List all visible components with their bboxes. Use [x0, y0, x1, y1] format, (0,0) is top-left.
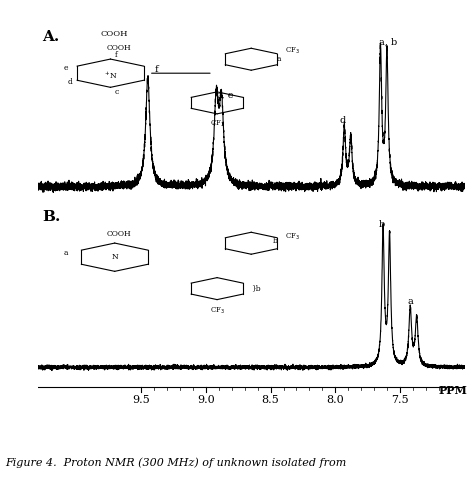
Text: CF$_3$: CF$_3$: [285, 46, 301, 56]
Text: a: a: [277, 55, 281, 63]
Text: CF$_3$: CF$_3$: [210, 118, 225, 129]
Text: COOH: COOH: [107, 44, 131, 52]
Text: a: a: [408, 297, 413, 306]
Text: CF$_3$: CF$_3$: [285, 231, 301, 242]
Text: PPM: PPM: [438, 385, 467, 396]
Text: b: b: [379, 220, 385, 229]
Text: 9.0: 9.0: [197, 395, 215, 405]
Text: d: d: [339, 116, 346, 125]
Text: N: N: [111, 253, 118, 261]
Text: B.: B.: [42, 210, 61, 224]
Text: $^+$N: $^+$N: [103, 69, 118, 81]
Text: 8.0: 8.0: [327, 395, 344, 405]
Text: a, b: a, b: [379, 38, 398, 47]
Text: f: f: [115, 51, 118, 59]
Text: d: d: [68, 77, 73, 86]
Text: A.: A.: [42, 30, 59, 43]
Text: COOH: COOH: [107, 230, 131, 238]
Text: b: b: [273, 237, 277, 245]
Text: 8.5: 8.5: [262, 395, 280, 405]
Text: c: c: [115, 88, 119, 96]
Text: f: f: [154, 65, 158, 74]
Text: e: e: [64, 64, 68, 72]
Text: 7.5: 7.5: [391, 395, 409, 405]
Text: COOH: COOH: [101, 30, 128, 38]
Text: CF$_3$: CF$_3$: [210, 306, 225, 316]
Text: Figure 4.  Proton NMR (300 MHz) of unknown isolated from: Figure 4. Proton NMR (300 MHz) of unknow…: [5, 457, 346, 468]
Text: a: a: [64, 249, 68, 258]
Text: }b: }b: [251, 284, 261, 292]
Text: 9.5: 9.5: [132, 395, 150, 405]
Text: c, e: c, e: [216, 91, 234, 99]
